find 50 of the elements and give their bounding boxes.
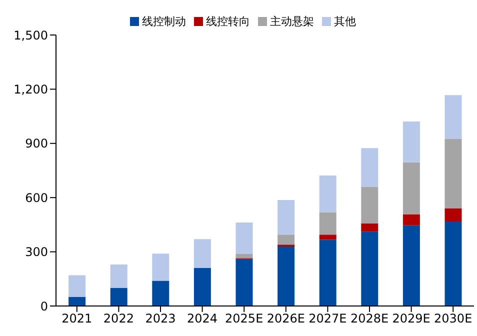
bar (361, 186, 378, 224)
bar (444, 138, 462, 208)
x-tick-label: 2023 (145, 312, 176, 326)
x-tick-label: 2021 (62, 312, 92, 326)
y-tick-label: 1,200 (14, 82, 48, 96)
bar (319, 234, 336, 240)
bar (278, 246, 295, 306)
bar (110, 264, 128, 288)
x-tick-label: 2030E (434, 312, 472, 326)
bar (236, 222, 253, 254)
x-tick-label: 2029E (392, 312, 430, 326)
bar (319, 176, 336, 212)
x-tick-label: 2026E (266, 312, 305, 326)
y-tick-label: 600 (25, 190, 48, 205)
bar (194, 239, 211, 268)
y-tick-label: 300 (25, 245, 48, 260)
bar (278, 234, 295, 245)
y-tick-label: 0 (40, 299, 48, 314)
bar (68, 275, 86, 297)
x-tick-label: 2028E (350, 312, 389, 326)
legend-label: 其他 (333, 14, 356, 29)
bar (444, 221, 462, 306)
bar (152, 280, 170, 306)
bar (361, 223, 378, 232)
bar (236, 254, 253, 258)
bar (110, 288, 128, 306)
x-tick-label: 2027E (308, 312, 347, 326)
bar (402, 214, 420, 226)
x-tick-label: 2025E (225, 312, 264, 326)
bar (402, 162, 420, 214)
bar (444, 208, 462, 222)
bar (402, 225, 420, 306)
y-tick-label: 1,500 (14, 28, 48, 42)
x-tick-label: 2024 (187, 312, 218, 326)
bar (361, 148, 378, 187)
legend-label: 线控制动 (141, 14, 186, 29)
bar (402, 122, 420, 162)
legend-label: 主动悬架 (269, 14, 314, 29)
bar (444, 95, 462, 139)
bar (68, 296, 86, 306)
bar (361, 232, 378, 306)
bar (319, 212, 336, 235)
x-tick-label: 2022 (103, 312, 134, 326)
bar (319, 240, 336, 306)
y-tick-label: 900 (25, 136, 48, 151)
bar (236, 258, 253, 306)
bar (278, 200, 295, 235)
legend-label: 线控转向 (205, 14, 250, 29)
bar (152, 254, 170, 281)
bar (194, 268, 211, 306)
